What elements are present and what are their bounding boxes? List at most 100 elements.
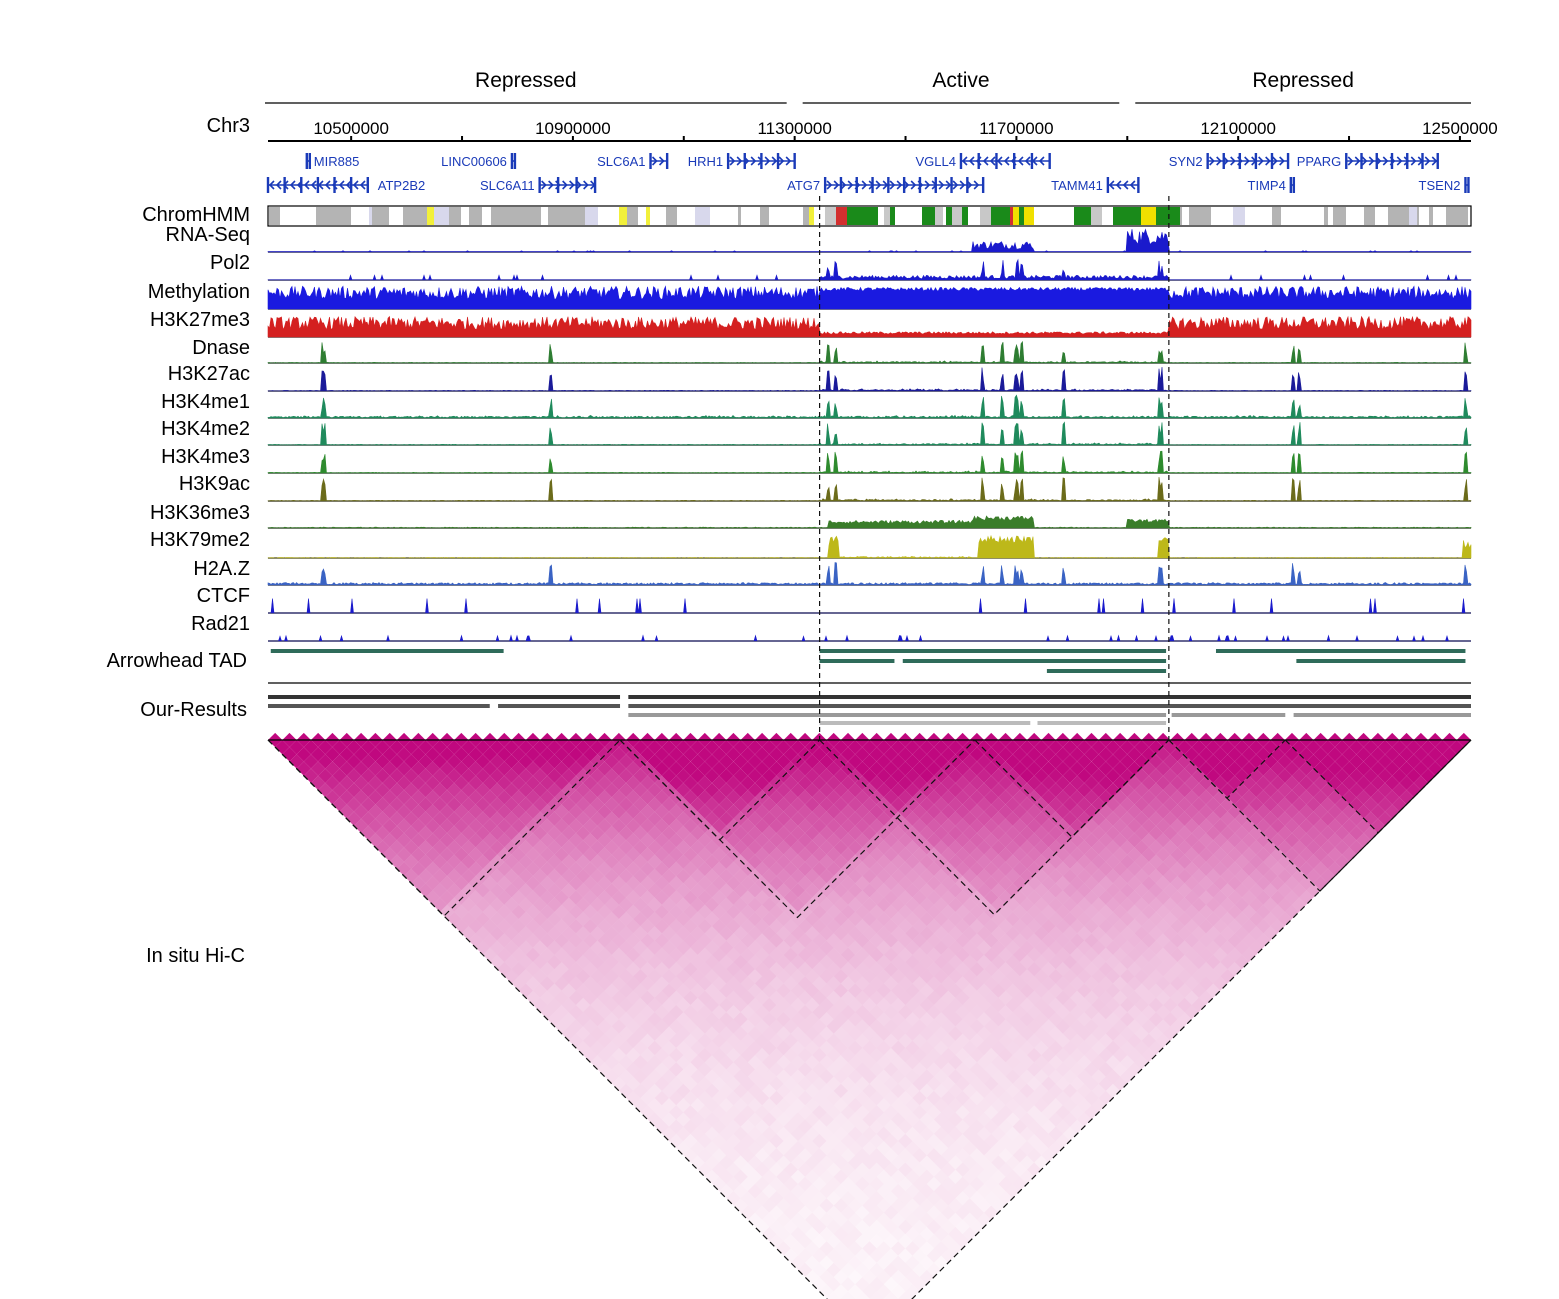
hic-bin bbox=[633, 1012, 648, 1027]
hic-bin bbox=[1048, 1126, 1063, 1141]
hic-bin bbox=[862, 1241, 877, 1256]
hic-bin bbox=[754, 1191, 770, 1206]
hic-bin bbox=[991, 868, 1006, 884]
hic-bin bbox=[862, 983, 877, 998]
hic-bin bbox=[497, 790, 512, 805]
hic-bin bbox=[661, 1012, 677, 1027]
hic-bin bbox=[869, 1291, 884, 1299]
hic-bin bbox=[711, 1019, 727, 1034]
hic-bin bbox=[998, 847, 1013, 862]
hic-bin bbox=[998, 976, 1013, 991]
hic-bin bbox=[797, 1176, 813, 1192]
hic-bin bbox=[883, 976, 899, 991]
hic-bin bbox=[855, 933, 870, 948]
hic-bin bbox=[876, 883, 891, 898]
hic-bin bbox=[790, 1055, 806, 1070]
hic-bin bbox=[926, 1076, 942, 1091]
hic-bin bbox=[489, 911, 505, 927]
hic-bin bbox=[1005, 1098, 1020, 1113]
hic-bin bbox=[797, 761, 813, 776]
hic-bin bbox=[726, 933, 741, 948]
chromhmm-state bbox=[890, 207, 895, 225]
hic-bin bbox=[783, 1205, 798, 1220]
hic-bin bbox=[618, 1026, 634, 1041]
hic-bin bbox=[848, 854, 863, 869]
hic-bin bbox=[626, 933, 641, 948]
hic-bin bbox=[669, 961, 684, 977]
hic-bin bbox=[991, 897, 1006, 912]
hic-bin bbox=[848, 1112, 863, 1127]
hic-bin bbox=[926, 1162, 942, 1177]
hic-bin bbox=[876, 969, 891, 984]
hic-bin bbox=[726, 1062, 741, 1077]
hic-bin bbox=[747, 1083, 763, 1099]
hic-bin bbox=[654, 790, 669, 805]
hic-bin bbox=[876, 997, 891, 1013]
hic-bin bbox=[969, 1119, 985, 1134]
hic-bin bbox=[883, 1248, 899, 1263]
hic-bin bbox=[711, 804, 727, 819]
hic-bin bbox=[833, 1226, 849, 1242]
hic-bin bbox=[1005, 997, 1020, 1013]
hic-bin bbox=[654, 1019, 669, 1034]
chromhmm-state bbox=[556, 207, 561, 225]
hic-bin bbox=[1062, 897, 1078, 912]
hic-bin bbox=[540, 847, 555, 862]
hic-bin bbox=[1034, 911, 1049, 927]
hic-bin bbox=[883, 933, 899, 948]
chromhmm-state bbox=[578, 207, 585, 225]
hic-bin bbox=[762, 754, 777, 769]
chromhmm-state bbox=[996, 207, 1010, 225]
hic-bin bbox=[676, 811, 691, 826]
hic-bin bbox=[1134, 1026, 1149, 1041]
hic-bin bbox=[898, 861, 913, 877]
hic-bin bbox=[941, 1248, 956, 1263]
hic-bin bbox=[747, 1183, 763, 1199]
hic-bin bbox=[475, 782, 490, 798]
hic-bin bbox=[848, 983, 863, 998]
hic-bin bbox=[762, 911, 777, 927]
hic-bin bbox=[754, 1019, 770, 1034]
hic-bin bbox=[962, 969, 977, 984]
hic-bin bbox=[826, 818, 841, 834]
hic-bin bbox=[497, 761, 512, 776]
track-h3k27ac: H3K27ac bbox=[168, 363, 1472, 392]
hic-bin bbox=[783, 1219, 798, 1235]
gene-label: TAMM41 bbox=[1051, 178, 1103, 193]
hic-bin bbox=[439, 904, 455, 920]
hic-bin bbox=[790, 997, 806, 1013]
hic-bin bbox=[719, 1069, 734, 1084]
hic-bin bbox=[1163, 997, 1178, 1013]
hic-bin bbox=[819, 1212, 834, 1227]
hic-bin bbox=[926, 1105, 942, 1120]
gene-strand-arrow bbox=[1368, 156, 1375, 166]
hic-bin bbox=[998, 861, 1013, 877]
hic-bin bbox=[1105, 983, 1121, 998]
hic-bin bbox=[518, 840, 533, 855]
hic-bin bbox=[1105, 926, 1121, 941]
hic-bin bbox=[296, 747, 311, 762]
hic-bin bbox=[640, 804, 655, 819]
hic-bin bbox=[676, 1040, 691, 1056]
hic-bin bbox=[411, 790, 426, 805]
hic-bin bbox=[389, 782, 405, 798]
hic-bin bbox=[1084, 919, 1099, 934]
hic-bin bbox=[604, 1026, 619, 1041]
hic-bin bbox=[590, 854, 605, 869]
hic-bin bbox=[840, 919, 856, 934]
hic-bin bbox=[633, 797, 648, 812]
hic-bin bbox=[683, 976, 698, 991]
hic-bin bbox=[948, 940, 963, 955]
hic-bin bbox=[919, 997, 934, 1013]
hic-bin bbox=[933, 1112, 949, 1127]
hic-bin bbox=[1062, 1112, 1078, 1127]
hic-bin bbox=[919, 1155, 934, 1170]
hic-bin bbox=[583, 876, 598, 891]
hic-bin bbox=[626, 947, 641, 962]
chromhmm-state bbox=[410, 207, 423, 225]
hic-bin bbox=[1091, 1055, 1106, 1070]
hic-bin bbox=[776, 1040, 791, 1056]
hic-bin bbox=[604, 1055, 619, 1070]
hic-bin bbox=[869, 1262, 884, 1278]
hic-bin bbox=[554, 775, 569, 791]
